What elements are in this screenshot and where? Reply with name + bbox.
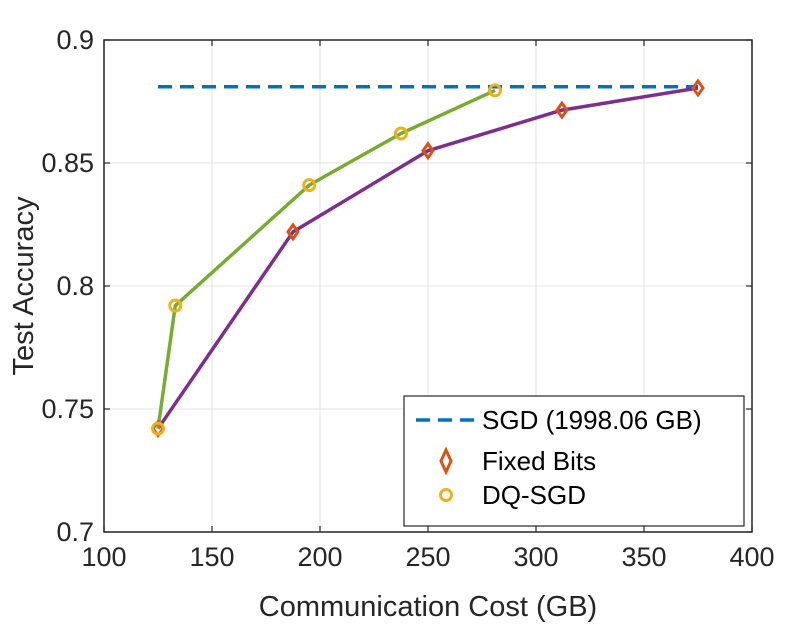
x-tick-label: 150 xyxy=(189,542,234,572)
data-point-dq-sgd xyxy=(302,178,317,193)
y-tick-label: 0.85 xyxy=(41,148,94,178)
x-tick-label: 350 xyxy=(621,542,666,572)
x-tick-label: 300 xyxy=(513,542,558,572)
y-axis-label: Test Accuracy xyxy=(8,196,40,375)
legend-box xyxy=(403,395,745,527)
y-tick-label: 0.8 xyxy=(56,271,94,301)
data-point-fixed-bits xyxy=(421,141,435,161)
legend-dq-sgd-marker xyxy=(439,488,453,502)
x-tick-label: 100 xyxy=(81,542,126,572)
y-tick-label: 0.75 xyxy=(41,394,94,424)
y-tick-label: 0.9 xyxy=(56,25,94,55)
x-tick-label: 400 xyxy=(729,542,774,572)
data-point-dq-sgd xyxy=(151,421,165,436)
data-point-fixed-bits xyxy=(691,78,705,98)
data-point-dq-sgd xyxy=(168,298,183,313)
y-tick-label: 0.7 xyxy=(56,517,94,547)
data-point-dq-sgd xyxy=(487,83,502,98)
legend: SGD (1998.06 GB) Fixed Bits DQ-SGD xyxy=(403,395,745,527)
x-tick-label: 200 xyxy=(297,542,342,572)
data-point-fixed-bits xyxy=(286,222,300,242)
legend-fixed-bits-label: Fixed Bits xyxy=(482,446,596,476)
series-line-fixed-bits xyxy=(156,86,699,430)
series-line-dq-sgd xyxy=(156,88,496,429)
legend-dq-sgd-label: DQ-SGD xyxy=(482,480,586,510)
data-point-dq-sgd xyxy=(394,126,408,141)
x-axis-label: Communication Cost (GB) xyxy=(259,591,597,623)
x-tick-label: 250 xyxy=(405,542,450,572)
axis-ticks: 100 150 200 250 300 350 400 0.7 0.75 0.8 0.85 0.9 xyxy=(41,25,774,572)
series-layer xyxy=(151,78,705,439)
legend-sgd-label: SGD (1998.06 GB) xyxy=(482,405,702,435)
legend-fixed-bits-marker xyxy=(439,446,453,476)
data-point-fixed-bits xyxy=(555,100,569,120)
